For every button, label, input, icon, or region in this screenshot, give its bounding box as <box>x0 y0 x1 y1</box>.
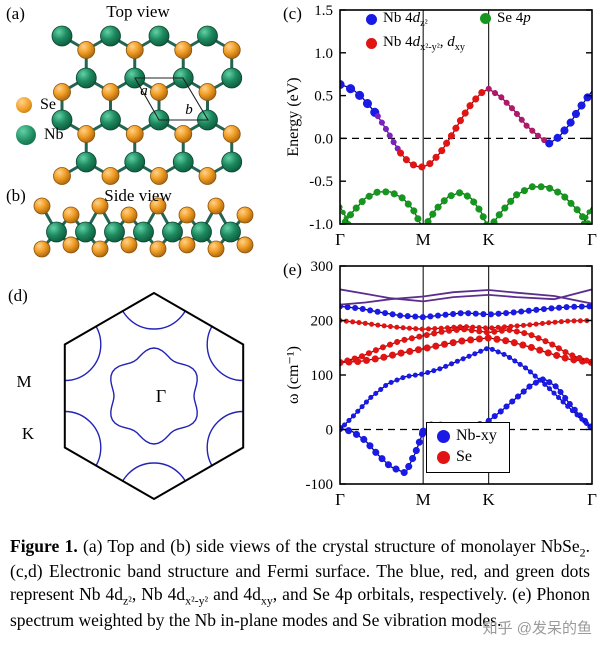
panel-e-label: (e) <box>283 260 302 279</box>
panel-b-title: Side view <box>104 186 172 205</box>
svg-text:100: 100 <box>311 368 334 384</box>
legend-item-se: Se <box>16 96 64 114</box>
red-dot-icon <box>437 450 450 464</box>
panel-side-view: (b) Side view <box>2 186 274 280</box>
se-atom-icon <box>16 97 32 113</box>
svg-text:0.5: 0.5 <box>314 89 333 105</box>
legend-entry-nb-dz2: Nb 4dz² <box>366 10 428 29</box>
svg-text:1.0: 1.0 <box>314 46 333 62</box>
watermark: 知乎 @发呆的鱼 <box>482 620 592 637</box>
blue-dot-icon <box>366 14 377 25</box>
legend-label: Se 4p <box>497 10 531 26</box>
svg-text:ω (cm⁻¹): ω (cm⁻¹) <box>285 346 302 404</box>
svg-text:Γ: Γ <box>587 230 597 249</box>
blue-dot-icon <box>437 429 450 443</box>
panel-a-title: Top view <box>106 2 170 21</box>
svg-text:M: M <box>416 230 431 249</box>
svg-text:K: K <box>22 424 35 443</box>
panel-a-label: (a) <box>6 4 25 23</box>
svg-text:-100: -100 <box>306 477 334 493</box>
svg-text:0.0: 0.0 <box>314 131 333 147</box>
nb-atom-icon <box>16 125 36 145</box>
crystal-top-view: ab <box>51 25 243 185</box>
svg-text:Γ: Γ <box>335 490 345 509</box>
svg-text:Γ: Γ <box>156 386 166 406</box>
svg-text:300: 300 <box>311 259 334 275</box>
svg-text:Γ: Γ <box>335 230 345 249</box>
panel-c-label: (c) <box>283 4 302 23</box>
panel-band-structure: (c) 1.5 1.0 0.5 0.0 -0.5 -1.0 Γ M K Γ Energy (eV) … <box>278 2 598 252</box>
svg-text:0: 0 <box>326 423 334 439</box>
svg-text:a: a <box>140 83 148 99</box>
red-dot-icon <box>366 38 377 49</box>
legend-entry-se-4p: Se 4p <box>480 10 531 27</box>
legend-item-nb: Nb <box>16 125 64 145</box>
brillouin-zone: M K Γ <box>16 291 245 501</box>
svg-text:Energy (eV): Energy (eV) <box>285 77 302 156</box>
structure-legend: Se Nb <box>16 96 64 145</box>
svg-text:b: b <box>185 102 193 118</box>
green-dot-icon <box>480 13 491 24</box>
legend-item-label: Se <box>40 96 56 113</box>
legend-label: Nb-xy <box>456 427 497 444</box>
legend-entry-nb-xy: Nb-xy <box>437 427 497 445</box>
svg-text:K: K <box>483 230 496 249</box>
legend-entry-se: Se <box>437 448 497 466</box>
svg-text:200: 200 <box>311 314 334 330</box>
panel-fermi-surface: (d) M K Γ <box>2 284 278 514</box>
panel-d-label: (d) <box>8 286 28 305</box>
legend-item-label: Nb <box>44 126 64 143</box>
legend-entry-nb-dx2y2: Nb 4dx²-y², dxy <box>366 34 465 53</box>
svg-text:M: M <box>416 490 431 509</box>
phonon-legend-box: Nb-xy Se <box>426 422 510 473</box>
svg-text:-0.5: -0.5 <box>309 174 333 190</box>
svg-text:1.5: 1.5 <box>314 3 333 19</box>
figure-caption: Figure 1. (a) Top and (b) side views of … <box>10 535 590 631</box>
legend-label: Nb 4dx²-y², dxy <box>383 34 465 53</box>
crystal-side-view <box>33 197 254 258</box>
legend-label: Se <box>456 448 472 465</box>
svg-text:-1.0: -1.0 <box>309 217 333 233</box>
svg-text:Γ: Γ <box>587 490 597 509</box>
panel-b-label: (b) <box>6 186 26 205</box>
svg-text:K: K <box>483 490 496 509</box>
legend-label: Nb 4dz² <box>383 10 428 29</box>
svg-text:M: M <box>16 372 31 391</box>
